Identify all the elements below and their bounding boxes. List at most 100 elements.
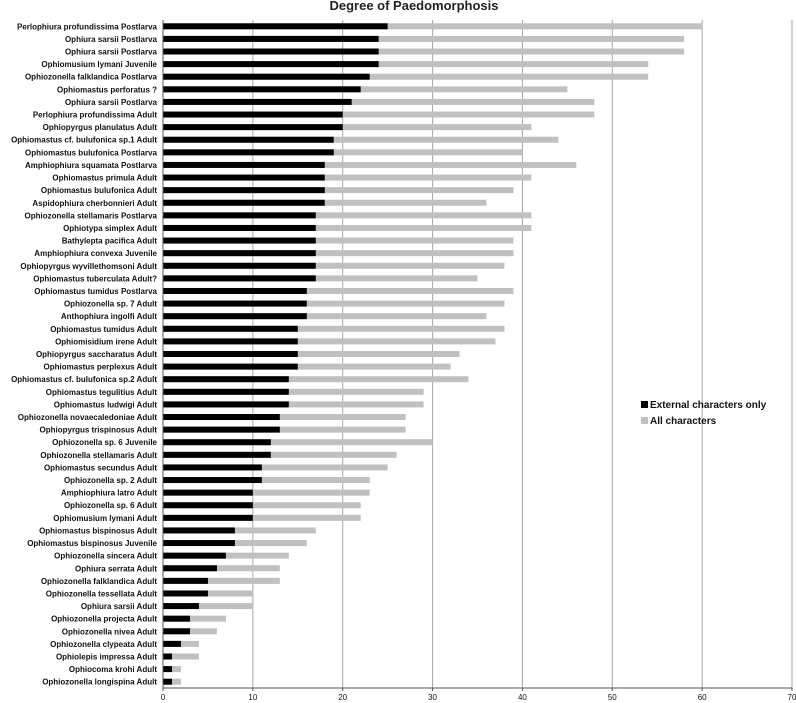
bar-all-characters [163,628,217,635]
bar-all-characters [163,502,361,509]
category-label: Ophiozonella sp. 6 Juvenile [52,438,157,447]
bar-all-characters [163,224,532,231]
bar-external-characters [163,502,253,509]
x-tick-label: 10 [248,693,257,702]
x-tick-label: 50 [608,693,617,702]
category-label: Ophiomusium lymani Adult [53,514,157,523]
bar-external-characters [163,161,325,168]
bar-external-characters [163,451,271,458]
bar-external-characters [163,426,280,433]
category-label: Ophiopyrgus trispinosus Adult [40,426,158,435]
legend-swatch-all [641,417,648,424]
category-label: Ophiozonella sincera Adult [54,552,157,561]
category-label: Ophiolepis impressa Adult [56,652,157,661]
category-label: Ophiozonella projecta Adult [51,615,157,624]
bar-all-characters [163,136,559,143]
bar-all-characters [163,111,595,118]
category-label: Ophiomastus bispinosus Adult [39,526,157,535]
bar-external-characters [163,237,316,244]
category-label: Amphiophiura convexa Juvenile [34,249,157,258]
bar-all-characters [163,401,424,408]
bar-all-characters [163,351,460,357]
legend-label-all: All characters [650,416,717,427]
bar-all-characters [163,603,253,610]
category-label: Aspidophiura cherbonnieri Adult [32,199,157,208]
category-label: Ophiomisidium irene Adult [55,337,157,346]
bar-external-characters [163,439,271,446]
bar-external-characters [163,174,325,181]
category-label: Ophiomastus primula Adult [52,174,157,183]
bar-external-characters [163,325,298,332]
category-label: Ophiomastus cf. bulufonica sp.2 Adult [11,375,157,384]
bar-external-characters [163,414,280,421]
bar-external-characters [163,477,262,484]
category-label: Ophiura serrata Adult [75,564,157,573]
bar-all-characters [163,300,505,307]
bar-external-characters [163,98,352,105]
x-tick-label: 30 [428,693,437,702]
bar-external-characters [163,187,325,194]
category-label: Ophiozonella nivea Adult [62,627,158,636]
bar-all-characters [163,73,649,80]
bar-external-characters [163,640,181,647]
category-label: Ophiozonella falklandica Postlarva [25,73,158,82]
bar-all-characters [163,426,406,433]
bar-external-characters [163,35,379,42]
bar-all-characters [163,527,316,534]
category-label: Ophiomastus ludwigi Adult [54,400,158,409]
category-label: Ophiomastus cf. bulufonica sp.1 Adult [11,136,157,145]
category-label: Ophiozonella falklandica Adult [41,577,157,586]
bar-external-characters [163,199,325,206]
bar-all-characters [163,48,685,55]
bar-external-characters [163,351,298,357]
bar-all-characters [163,98,595,105]
bar-external-characters [163,363,298,370]
bar-external-characters [163,514,253,521]
bar-external-characters [163,603,199,610]
x-tick-label: 70 [788,693,796,702]
bar-all-characters [163,262,505,269]
bar-all-characters [163,149,523,156]
x-axis [162,20,792,689]
x-tick-label: 60 [698,693,707,702]
category-label: Ophiomastus tuberculata Adult? [33,274,157,283]
bar-all-characters [163,376,469,383]
bar-all-characters [163,653,199,660]
bar-external-characters [163,464,262,471]
bar-external-characters [163,527,235,534]
bar-external-characters [163,250,316,257]
category-label: Ophiomastus perplexus Adult [44,363,158,372]
bar-all-characters [163,464,388,471]
bar-all-characters [163,439,433,446]
bar-external-characters [163,111,343,118]
bar-all-characters [163,489,370,496]
bar-external-characters [163,653,172,660]
bar-all-characters [163,565,280,572]
bar-all-characters [163,35,685,42]
category-label: Ophiopyrgus saccharatus Adult [36,350,157,359]
bar-external-characters [163,376,289,383]
bar-external-characters [163,48,379,55]
bar-external-characters [163,300,307,307]
x-tick-label: 20 [338,693,347,702]
category-label: Perlophiura profundissima Adult [33,111,157,120]
category-label: Ophiura sarsii Adult [81,602,157,611]
bar-all-characters [163,451,397,458]
bar-external-characters [163,262,316,269]
bar-external-characters [163,540,235,547]
bar-all-characters [163,275,478,282]
category-label: Ophiozonella sp. 6 Adult [64,501,157,510]
category-label: Ophiozonella sp. 2 Adult [64,476,157,485]
category-label: Ophiopyrgus planulatus Adult [43,123,158,132]
category-label: Ophiomastus secundus Adult [44,463,157,472]
bar-external-characters [163,149,334,156]
bar-all-characters [163,414,406,421]
bar-all-characters [163,86,568,93]
bar-external-characters [163,678,172,685]
bar-all-characters [163,477,370,484]
category-label: Ophiozonella sp. 7 Adult [64,300,157,309]
bar-all-characters [163,237,514,244]
category-label: Ophiopyrgus wyvillethomsoni Adult [20,262,157,271]
bar-all-characters [163,161,577,168]
